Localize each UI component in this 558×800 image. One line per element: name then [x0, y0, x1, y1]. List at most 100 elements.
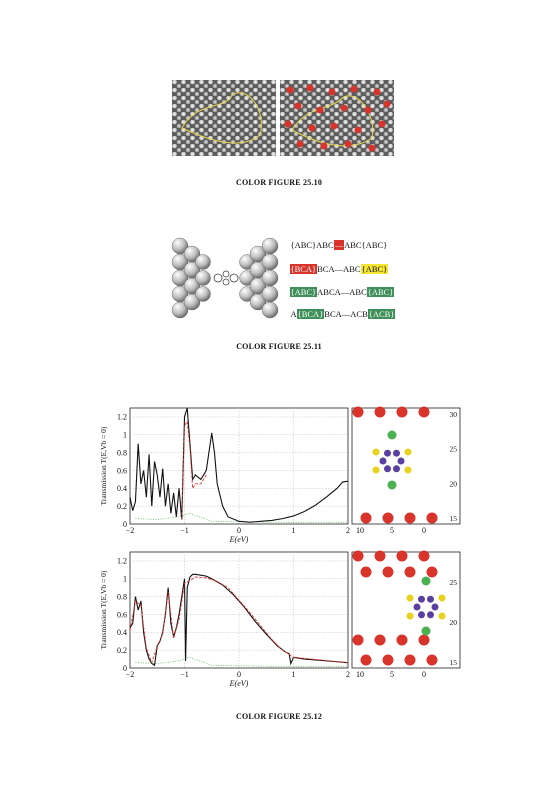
molecule-ring-atom-2-3: [413, 603, 421, 611]
seq-1-part-2: —: [334, 240, 344, 250]
electrode-atom-2-1-3: [426, 566, 438, 578]
inset-ytick-2-0: 15: [450, 658, 458, 667]
molecule-ring-atom-1-2: [384, 465, 391, 473]
electrode-atom-1-1-2: [404, 512, 416, 524]
xlabel-1: E(eV): [229, 535, 249, 544]
seq-4-part-1: A: [290, 309, 297, 319]
xtick-2-3: 1: [292, 670, 296, 679]
xtick-1-0: −2: [126, 526, 135, 535]
molecule-ring-atom-1-5: [393, 449, 400, 457]
molecule-yellow-atom-2-1: [438, 594, 446, 602]
ytick-1-2: 0.4: [117, 484, 127, 493]
inset-xtick-1-1: 5: [390, 526, 394, 535]
caption-figure-25-12: COLOR FIGURE 25.12: [235, 712, 323, 721]
molecule-ring-atom-1-4: [384, 449, 391, 457]
electrode-atom-2-3-3: [426, 654, 438, 666]
stacking-sequence-4: A{BCA}BCA—ACB{ACB}: [290, 309, 395, 319]
xtick-2-1: −1: [180, 670, 189, 679]
seq-4-part-2: {BCA}: [297, 309, 324, 319]
molecule-ring-atom-2-5: [427, 595, 434, 603]
ytick-1-4: 0.8: [117, 448, 127, 457]
molecule-bridge: [213, 270, 239, 286]
electrode-atom-2-2-3: [418, 634, 430, 646]
electrode-atom-2-0-2: [396, 550, 408, 562]
molecule-green-top-2: [421, 576, 431, 586]
molecule-yellow-atom-2-0: [406, 594, 414, 602]
seq-2-part-1: {BCA}: [290, 264, 317, 274]
molecule-ring-atom-1-3: [379, 457, 387, 465]
seq-4-part-3: BCA—ACB: [324, 309, 368, 319]
ylabel-2: Transmission T(E,Vb = 0): [99, 570, 108, 649]
seq-2-part-3: {ABC}: [361, 264, 388, 274]
molecule-ring-atom-1-1: [393, 465, 400, 473]
electrode-atom-2-1-2: [404, 566, 416, 578]
xlabel-2: E(eV): [229, 679, 249, 688]
series-dashed-red-1: [181, 420, 207, 520]
inset-ytick-1-0: 15: [450, 514, 458, 523]
xtick-2-2: 0: [237, 670, 241, 679]
seq-3-part-1: {ABC}: [290, 287, 317, 297]
inset-ytick-1-3: 30: [450, 410, 458, 419]
ytick-2-1: 0.2: [117, 646, 127, 655]
seq-1-part-3: ABC{ABC}: [344, 240, 388, 250]
molecule-ring-atom-2-4: [418, 595, 425, 603]
electrode-atom-2-3-1: [382, 654, 394, 666]
molecule-yellow-atom-1-2: [372, 466, 380, 474]
ytick-2-3: 0.6: [117, 610, 127, 619]
figure-25-10-image: [172, 80, 394, 156]
inset-ytick-1-2: 25: [450, 445, 458, 454]
electrode-atom-2-0-1: [374, 550, 386, 562]
electrode-atom-2-1-0: [360, 566, 372, 578]
inset-ytick-2-1: 20: [450, 618, 458, 627]
inset-xtick-1-2: 0: [422, 526, 426, 535]
stacking-sequence-1: {ABC}ABC—ABC{ABC}: [290, 240, 388, 250]
stacking-sequence-2: {BCA}BCA—ABC{ABC}: [290, 264, 388, 274]
molecule-ring-atom-2-2: [418, 611, 425, 619]
series-green-dotted-1: [135, 512, 348, 523]
inset-xtick-2-2: 0: [422, 670, 426, 679]
stacking-sequence-3: {ABC}ABCA—ABC{ABC}: [290, 287, 394, 297]
ytick-2-4: 0.8: [117, 592, 127, 601]
seq-3-part-3: {ABC}: [367, 287, 394, 297]
electrode-atom-2-3-0: [360, 654, 372, 666]
xtick-1-2: 0: [237, 526, 241, 535]
electrode-atom-2-0-3: [418, 550, 430, 562]
electrode-atom-2-1-1: [382, 566, 394, 578]
electrode-atom-1-0-0: [352, 406, 364, 418]
electrode-atom-2-2-0: [352, 634, 364, 646]
molecule-ring-atom-2-1: [427, 611, 434, 619]
ytick-2-0: 0: [123, 664, 127, 673]
ytick-1-0: 0: [123, 520, 127, 529]
figure-25-11-junction-image: [171, 237, 279, 319]
molecule-yellow-atom-1-3: [404, 466, 412, 474]
xtick-1-3: 1: [292, 526, 296, 535]
ytick-1-3: 0.6: [117, 466, 127, 475]
ytick-1-1: 0.2: [117, 502, 127, 511]
xtick-1-4: 2: [346, 526, 350, 535]
caption-figure-25-11: COLOR FIGURE 25.11: [236, 342, 322, 351]
seq-3-part-2: ABCA—ABC: [317, 287, 367, 297]
molecule-ring-atom-1-0: [397, 457, 405, 465]
figure-25-12-plots: 0 0.2 0.4 0.6 0.8 1 1.2 −2 −1 0 1 2 E(eV) Transmissio…: [99, 406, 461, 688]
ytick-2-6: 1.2: [117, 557, 127, 566]
red-dopant-atoms: [284, 84, 391, 152]
outline-left: [181, 92, 262, 144]
ytick-1-5: 1: [123, 431, 127, 440]
electrode-atom-2-2-1: [374, 634, 386, 646]
electrode-atom-2-0-0: [352, 550, 364, 562]
molecule-yellow-atom-2-2: [406, 612, 414, 620]
ytick-2-2: 0.4: [117, 628, 127, 637]
seq-1-part-1: {ABC}ABC: [290, 240, 334, 250]
seq-4-part-4: {ACB}: [368, 309, 395, 319]
series-solid-black-2: [129, 573, 349, 667]
molecule-green-bottom-1: [387, 480, 397, 490]
molecule-green-bottom-2: [421, 626, 431, 636]
right-electrode: [239, 237, 279, 319]
caption-figure-25-10: COLOR FIGURE 25.10: [235, 178, 323, 187]
left-electrode: [171, 237, 211, 319]
electrode-atom-1-0-2: [396, 406, 408, 418]
electrode-atom-1-1-0: [360, 512, 372, 524]
molecule-green-top-1: [387, 430, 397, 440]
electrode-atom-1-0-1: [374, 406, 386, 418]
series-green-dotted-2: [135, 656, 348, 667]
